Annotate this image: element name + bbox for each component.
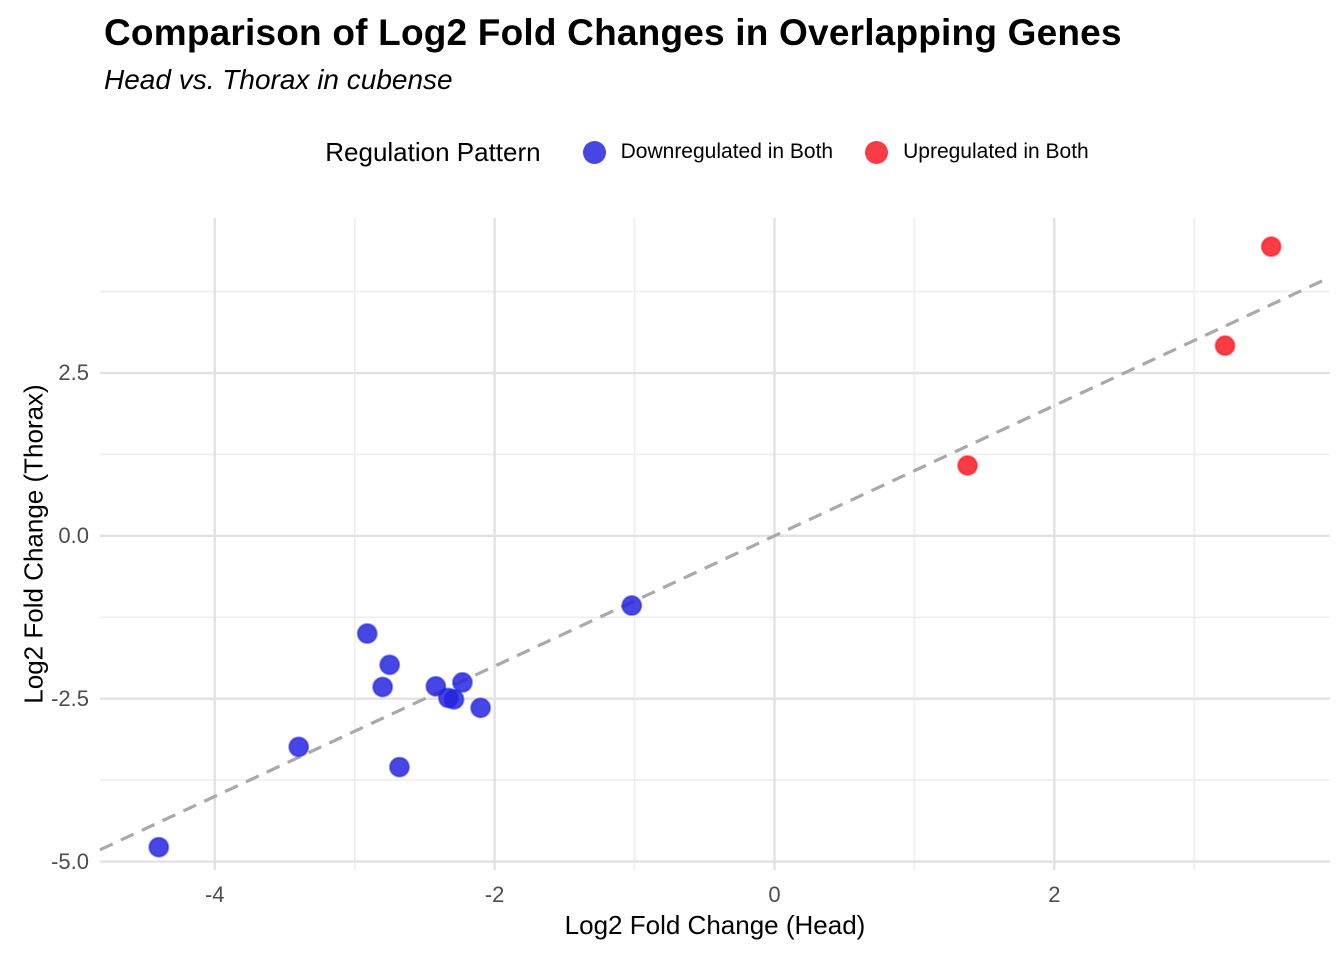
legend-point-icon — [582, 140, 606, 164]
x-axis-title: Log2 Fold Change (Head) — [564, 910, 866, 940]
data-point — [372, 676, 394, 698]
legend-item-label: Downregulated in Both — [620, 140, 834, 163]
data-point — [356, 623, 378, 645]
chart-subtitle: Head vs. Thorax in cubense — [104, 64, 453, 95]
y-axis-title: Log2 Fold Change (Thorax) — [18, 384, 49, 704]
data-point — [621, 595, 643, 617]
data-point — [288, 736, 310, 758]
data-point — [451, 671, 473, 693]
data-point — [957, 455, 979, 477]
x-tick-label: -4 — [204, 882, 225, 907]
y-tick-label: -2.5 — [51, 685, 89, 711]
chart-title: Comparison of Log2 Fold Changes in Overl… — [104, 12, 1122, 53]
data-point — [443, 688, 465, 710]
data-point — [379, 654, 401, 676]
legend-item: Upregulated in Both — [865, 140, 1089, 164]
x-tick-label: 0 — [768, 882, 781, 907]
legend-item-label: Upregulated in Both — [903, 140, 1089, 163]
legend: Regulation Pattern Downregulated in Both… — [100, 126, 1330, 178]
y-tick-label: 2.5 — [58, 360, 89, 386]
y-tick-label: -5.0 — [51, 848, 89, 874]
data-point — [388, 756, 410, 778]
data-point — [1214, 335, 1236, 357]
x-tick-label: 2 — [1048, 882, 1061, 907]
identity-reference-line — [99, 275, 1331, 852]
y-tick-label: 0.0 — [58, 522, 89, 548]
x-tick-label: -2 — [484, 882, 505, 907]
legend-items: Downregulated in Both Upregulated in Both — [567, 140, 1105, 164]
data-point — [148, 836, 170, 858]
legend-point-icon — [865, 140, 889, 164]
data-point — [1260, 236, 1282, 258]
legend-item: Downregulated in Both — [582, 140, 834, 164]
data-point — [470, 697, 492, 719]
legend-title: Regulation Pattern — [325, 136, 541, 167]
